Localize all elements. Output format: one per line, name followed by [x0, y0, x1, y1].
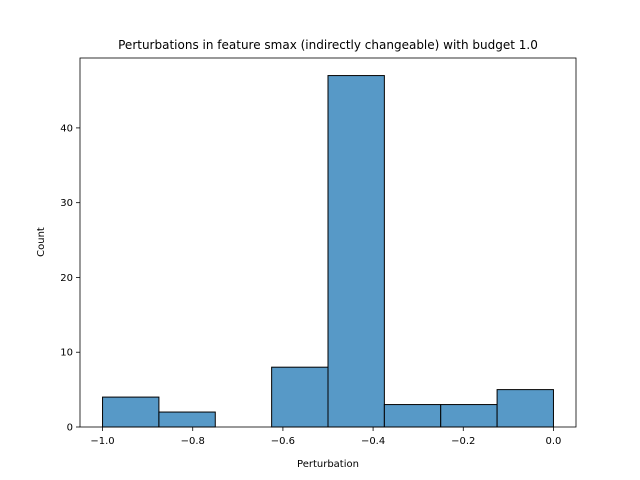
x-tick-label: −0.6 — [271, 436, 295, 447]
chart-title: Perturbations in feature smax (indirectl… — [118, 38, 538, 52]
plot-frame — [79, 57, 577, 428]
x-tick-label: −1.0 — [90, 436, 114, 447]
x-tick-label: −0.8 — [181, 436, 205, 447]
x-tick-label: −0.2 — [451, 436, 475, 447]
y-tick-label: 20 — [60, 273, 73, 284]
histogram-bar — [496, 389, 554, 428]
y-tick-label: 0 — [67, 423, 73, 434]
x-axis: −1.0 −0.8 −0.6 −0.4 −0.2 0.0 — [90, 427, 561, 447]
y-tick-label: 40 — [60, 123, 73, 134]
y-axis: 0 10 20 30 40 — [60, 123, 80, 434]
histogram-bar — [271, 366, 329, 428]
y-tick-label: 10 — [60, 348, 73, 359]
x-tick-label: 0.0 — [546, 436, 562, 447]
y-axis-label: Count — [36, 227, 47, 257]
histogram-bar — [158, 411, 216, 428]
histogram-bar — [440, 404, 498, 428]
x-tick-label: −0.4 — [361, 436, 385, 447]
histogram-bar — [327, 75, 385, 428]
x-axis-label: Perturbation — [297, 459, 359, 470]
y-tick-label: 30 — [60, 198, 73, 209]
histogram-bar — [102, 396, 160, 428]
histogram-bar — [383, 404, 442, 428]
bars-group — [102, 75, 554, 428]
